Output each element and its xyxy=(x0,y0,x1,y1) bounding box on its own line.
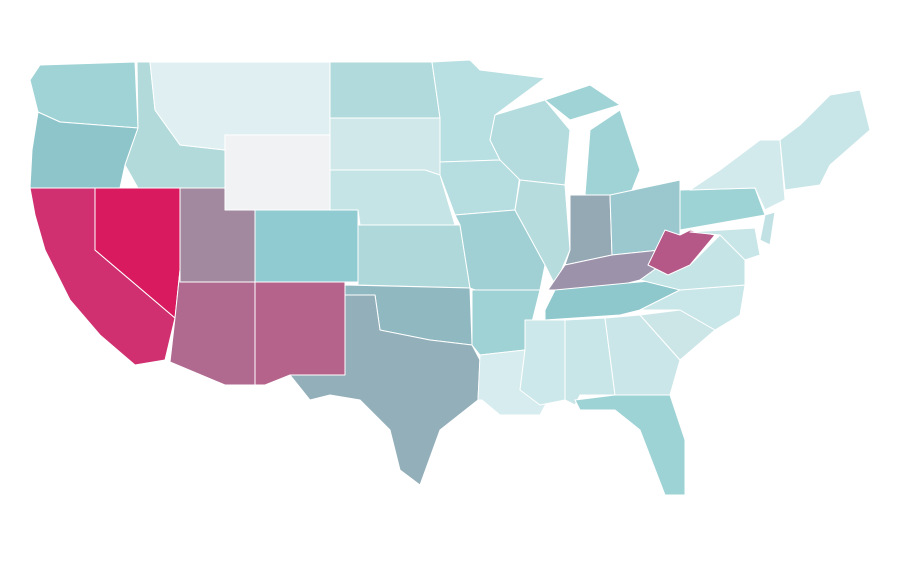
region xyxy=(574,394,686,496)
region xyxy=(254,209,359,283)
region xyxy=(519,319,566,406)
region xyxy=(289,294,481,486)
region xyxy=(29,111,139,189)
region xyxy=(544,84,621,121)
region xyxy=(759,211,776,246)
region xyxy=(584,109,641,196)
region xyxy=(779,89,871,191)
region xyxy=(564,194,613,266)
region xyxy=(169,269,256,386)
region xyxy=(357,224,471,289)
region xyxy=(329,117,441,176)
region xyxy=(689,227,761,261)
region xyxy=(329,61,441,119)
region xyxy=(254,281,346,386)
region xyxy=(679,187,766,231)
region xyxy=(604,314,681,396)
region xyxy=(224,134,331,211)
